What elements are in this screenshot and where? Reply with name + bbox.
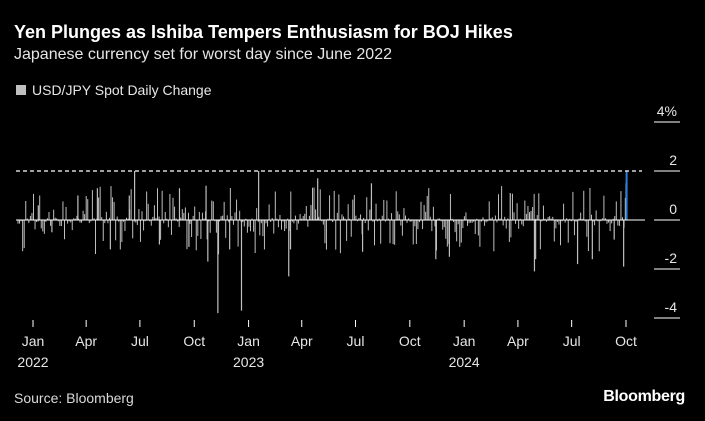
x-year-label: 2022 [17,354,48,370]
y-tick-label: 4% [657,103,677,119]
legend: USD/JPY Spot Daily Change [16,82,212,98]
x-tick-label: Jul [347,333,365,349]
bloomberg-logo: Bloomberg [603,388,685,405]
x-tick-label: Apr [75,333,97,349]
x-tick-label: Oct [399,333,421,349]
source-note: Source: Bloomberg [14,390,134,406]
chart-subtitle: Japanese currency set for worst day sinc… [14,46,392,63]
x-tick-label: Jul [563,333,581,349]
x-tick-label: Jul [131,333,149,349]
y-tick-label: 0 [669,201,677,217]
x-tick-label: Apr [291,333,313,349]
chart-title: Yen Plunges as Ishiba Tempers Enthusiasm… [14,22,513,42]
legend-swatch [16,85,26,95]
x-tick-label: Jan [453,333,476,349]
legend-label: USD/JPY Spot Daily Change [32,82,212,98]
y-tick-label: -4 [665,299,678,315]
y-tick-label: 2 [669,152,677,168]
x-tick-label: Oct [615,333,637,349]
y-tick-label: -2 [665,250,678,266]
x-tick-label: Apr [507,333,529,349]
x-tick-label: Jan [237,333,260,349]
x-tick-label: Jan [22,333,45,349]
x-year-label: 2023 [233,354,264,370]
x-year-label: 2024 [449,354,480,370]
x-tick-label: Oct [183,333,205,349]
